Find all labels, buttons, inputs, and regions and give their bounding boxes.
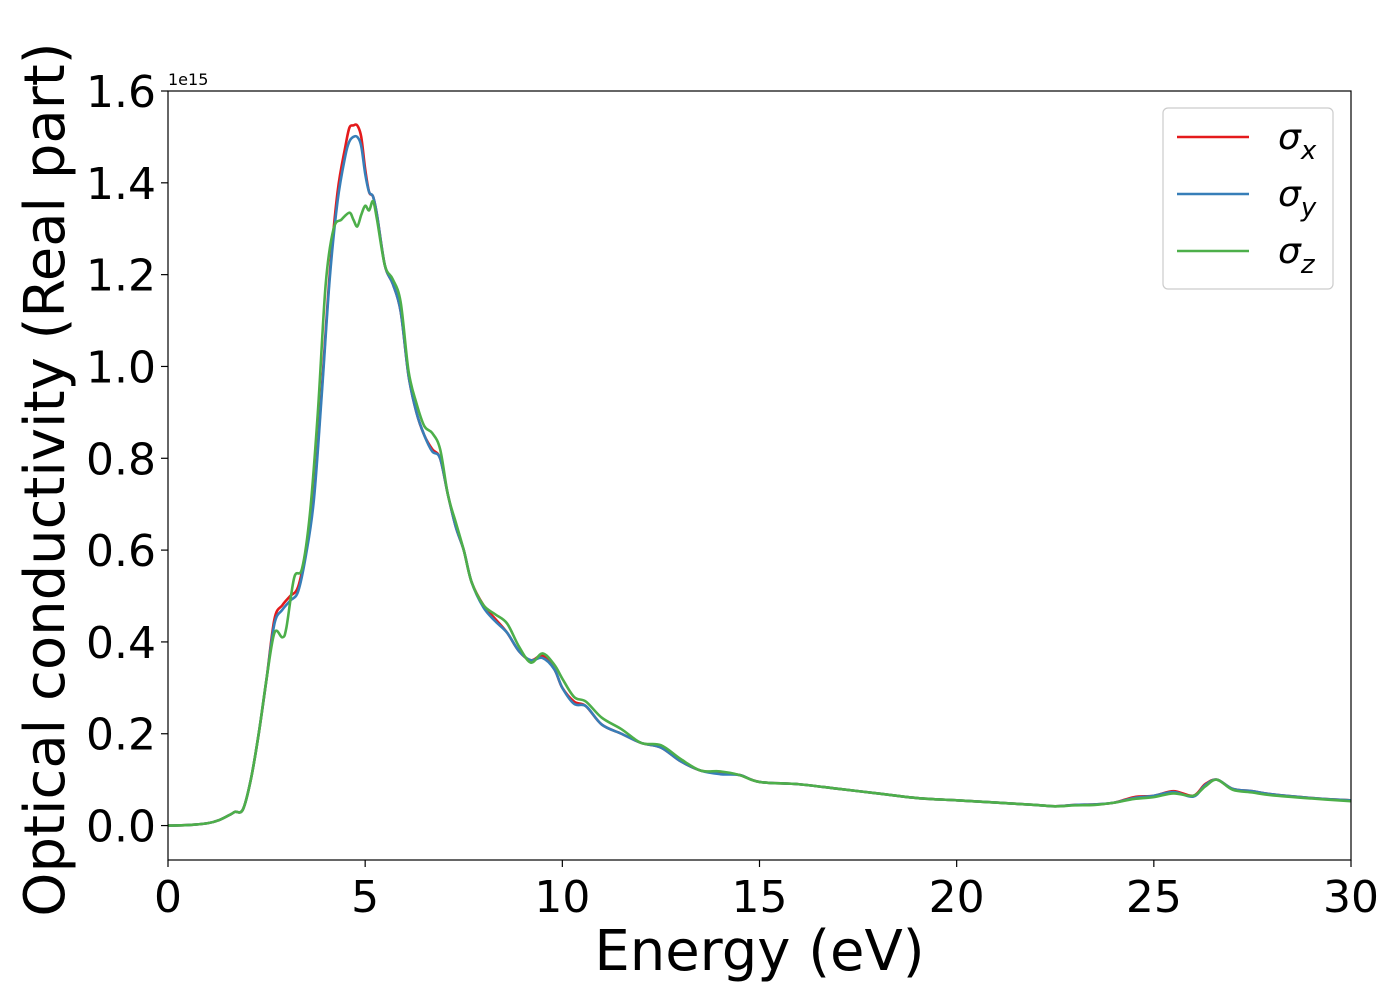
y-offset-label: 1e15 — [168, 70, 208, 89]
x-tick-label: 15 — [732, 872, 788, 923]
legend-label-z: σz — [1278, 231, 1316, 280]
x-tick-label: 30 — [1323, 872, 1379, 923]
legend-box — [1162, 107, 1334, 290]
y-tick-label: 0.6 — [86, 526, 156, 577]
y-axis-title: Optical conductivity (Real part) — [13, 42, 78, 916]
legend: σx σy σz — [1162, 107, 1334, 290]
x-tick-label: 10 — [534, 872, 590, 923]
y-tick-label: 1.0 — [86, 342, 156, 393]
series-layer — [168, 123, 1351, 827]
series-line-z — [168, 199, 1351, 827]
y-tick-label: 1.4 — [86, 159, 156, 210]
y-tick-label: 0.8 — [86, 434, 156, 485]
y-tick-label: 1.2 — [86, 251, 156, 302]
legend-label-x: σx — [1278, 117, 1317, 166]
x-tick-label: 5 — [351, 872, 379, 923]
legend-label-y: σy — [1278, 174, 1317, 223]
x-tick-label: 0 — [154, 872, 182, 923]
y-tick-label: 1.6 — [86, 67, 156, 118]
x-tick-label: 25 — [1126, 872, 1182, 923]
x-tick-label: 20 — [929, 872, 985, 923]
x-axis: 0 5 10 15 20 25 30 — [154, 860, 1379, 923]
y-axis: 0.0 0.2 0.4 0.6 0.8 1.0 1.2 1.4 1.6 — [86, 67, 168, 853]
y-tick-label: 0.2 — [86, 710, 156, 761]
x-axis-title: Energy (eV) — [594, 919, 924, 984]
y-tick-label: 0.4 — [86, 618, 156, 669]
y-tick-label: 0.0 — [86, 802, 156, 853]
